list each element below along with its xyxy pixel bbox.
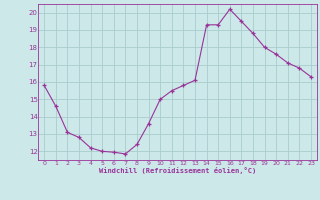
X-axis label: Windchill (Refroidissement éolien,°C): Windchill (Refroidissement éolien,°C) [99,167,256,174]
